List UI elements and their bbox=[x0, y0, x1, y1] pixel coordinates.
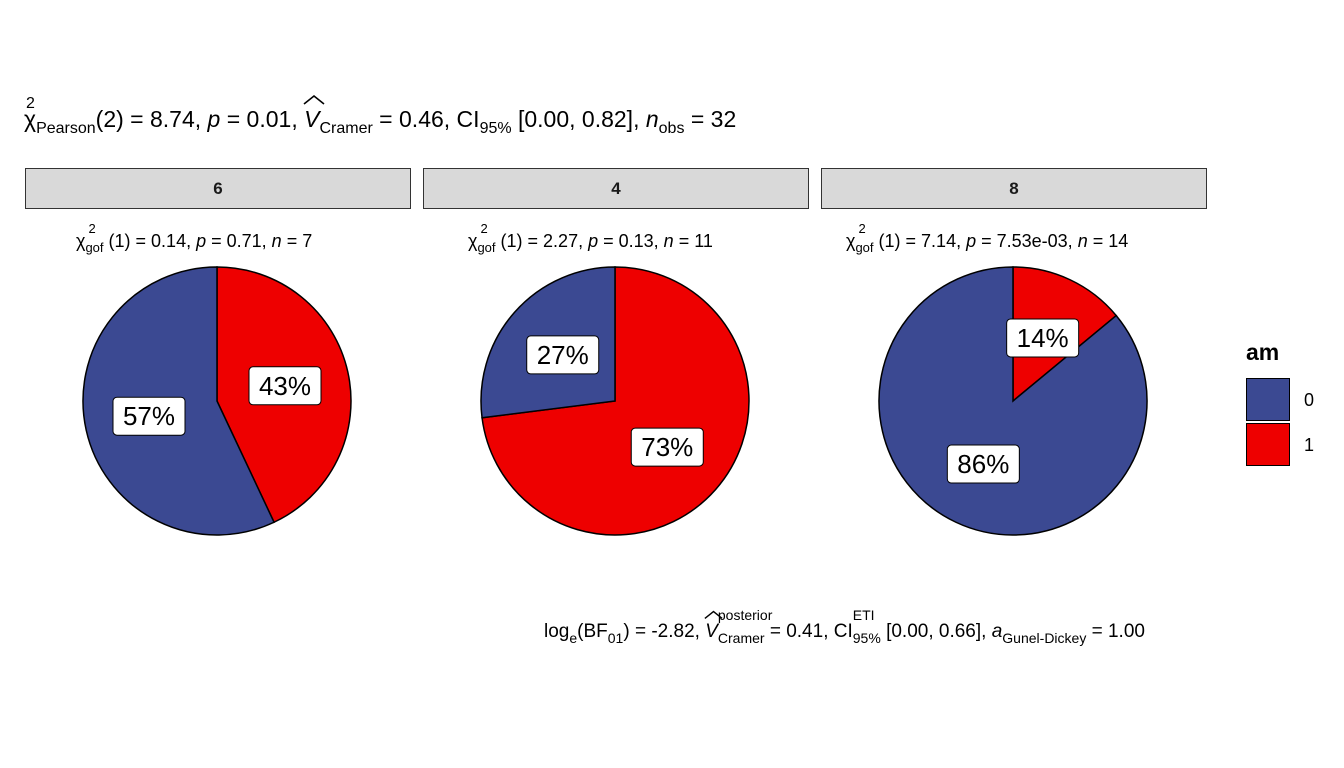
caption-v-sub: Cramer bbox=[717, 630, 765, 646]
subtitle-stat: (1) = 2.27, bbox=[495, 231, 589, 251]
title-p: p bbox=[207, 106, 221, 132]
subtitle-chi-sub: gof bbox=[855, 240, 874, 255]
subtitle-chi: χ bbox=[846, 231, 856, 251]
title-part4: [0.00, 0.82], bbox=[511, 106, 646, 132]
pie-label-4-am0: 27% bbox=[526, 335, 600, 375]
pie-label-box bbox=[946, 444, 1020, 484]
hat-icon bbox=[303, 94, 325, 105]
caption-bf: (BF bbox=[577, 621, 608, 642]
pie-label-text: 43% bbox=[259, 371, 311, 401]
subtitle-chi: χ bbox=[76, 231, 86, 251]
title-n: n bbox=[645, 106, 659, 132]
caption-log: log bbox=[544, 621, 570, 642]
pie-label-text: 73% bbox=[641, 432, 693, 462]
title-part3: = 0.46, CI bbox=[372, 106, 480, 132]
legend-label-1: 1 bbox=[1304, 435, 1315, 455]
caption-bf-sub: 01 bbox=[607, 630, 624, 646]
title-n-sub: obs bbox=[658, 120, 685, 137]
subtitle-n: n bbox=[1077, 231, 1088, 251]
subtitle-chi-sup: 2 bbox=[88, 221, 96, 236]
caption-part2: = 0.41, CI bbox=[764, 621, 853, 642]
pie-label-box bbox=[1006, 318, 1080, 358]
title-part2: = 0.01, bbox=[220, 106, 305, 132]
pie-label-box bbox=[248, 366, 322, 406]
subtitle-nvalue: = 14 bbox=[1087, 231, 1129, 251]
chart-title: χ 2 Pearson(2) = 8.74, p = 0.01, VCramer =… bbox=[24, 94, 737, 137]
pie-label-8-am0: 86% bbox=[946, 444, 1020, 484]
subtitle-pvalue: = 0.13, bbox=[598, 231, 664, 251]
title-chi-sup: 2 bbox=[26, 95, 35, 112]
subtitle-stat: (1) = 0.14, bbox=[103, 231, 197, 251]
title-v: V bbox=[304, 106, 320, 132]
legend-title: am bbox=[1246, 339, 1280, 365]
subtitle-n: n bbox=[663, 231, 674, 251]
pie-label-4-am1: 73% bbox=[630, 427, 704, 467]
subtitle-stat: (1) = 7.14, bbox=[873, 231, 967, 251]
caption-log-sub: e bbox=[569, 630, 578, 646]
subtitle-n: n bbox=[271, 231, 282, 251]
caption-a: a bbox=[991, 621, 1003, 642]
subtitle-chi-sub: gof bbox=[477, 240, 496, 255]
legend-key-1 bbox=[1246, 423, 1290, 466]
facet-strip-label: 8 bbox=[1009, 178, 1019, 198]
subtitle-nvalue: = 7 bbox=[281, 231, 313, 251]
caption-part1: ) = -2.82, bbox=[623, 621, 706, 642]
caption-part3: [0.00, 0.66], bbox=[880, 621, 992, 642]
pie-label-8-am1: 14% bbox=[1006, 318, 1080, 358]
legend-label-0: 0 bbox=[1304, 390, 1315, 410]
subtitle-p: p bbox=[588, 231, 599, 251]
pie-label-text: 86% bbox=[957, 449, 1009, 479]
title-part1: (2) = 8.74, bbox=[95, 106, 208, 132]
pie-label-text: 57% bbox=[123, 401, 175, 431]
caption-v-sup: posterior bbox=[717, 607, 773, 623]
facet-strip-label: 6 bbox=[213, 178, 223, 198]
title-ci-sub: 95% bbox=[479, 120, 512, 137]
facet-strip-label: 4 bbox=[611, 178, 621, 198]
title-part5: = 32 bbox=[684, 106, 737, 132]
subtitle-p: p bbox=[966, 231, 977, 251]
pie-label-box bbox=[630, 427, 704, 467]
pie-label-6-am0: 57% bbox=[112, 396, 186, 436]
subtitle-p: p bbox=[196, 231, 207, 251]
pie-label-6-am1: 43% bbox=[248, 366, 322, 406]
panel-subtitle-1: χ 2 gof (1) = 2.27, p = 0.13, n = 11 bbox=[468, 222, 713, 254]
title-chi-sub: Pearson bbox=[36, 120, 96, 137]
hat-icon bbox=[704, 610, 723, 619]
subtitle-nvalue: = 11 bbox=[673, 231, 713, 251]
caption-part4: = 1.00 bbox=[1086, 621, 1145, 642]
facet-strip-2: 8 bbox=[821, 168, 1207, 209]
pie-slice-8-am0 bbox=[878, 266, 1148, 536]
title-chi: χ bbox=[24, 106, 37, 132]
legend-key-0 bbox=[1246, 378, 1290, 421]
subtitle-chi-sub: gof bbox=[85, 240, 104, 255]
caption-v: V bbox=[705, 621, 718, 642]
caption-a-sub: Gunel-Dickey bbox=[1002, 630, 1087, 646]
pie-label-text: 14% bbox=[1017, 323, 1069, 353]
facet-strip-1: 4 bbox=[423, 168, 809, 209]
facet-strip-0: 6 bbox=[25, 168, 411, 209]
subtitle-pvalue: = 7.53e-03, bbox=[976, 231, 1078, 251]
subtitle-chi-sup: 2 bbox=[480, 221, 488, 236]
subtitle-chi-sup: 2 bbox=[858, 221, 866, 236]
caption-ci-sub: 95% bbox=[852, 630, 881, 646]
pie-label-box bbox=[526, 335, 600, 375]
pie-label-box bbox=[112, 396, 186, 436]
caption-ci-sup: ETI bbox=[852, 607, 875, 623]
pie-label-text: 27% bbox=[537, 340, 589, 370]
title-v-sub: Cramer bbox=[319, 120, 373, 137]
panel-subtitle-2: χ 2 gof (1) = 7.14, p = 7.53e-03, n = 14 bbox=[846, 222, 1129, 254]
panel-subtitle-0: χ 2 gof (1) = 0.14, p = 0.71, n = 7 bbox=[76, 222, 313, 254]
subtitle-pvalue: = 0.71, bbox=[206, 231, 272, 251]
subtitle-chi: χ bbox=[468, 231, 478, 251]
